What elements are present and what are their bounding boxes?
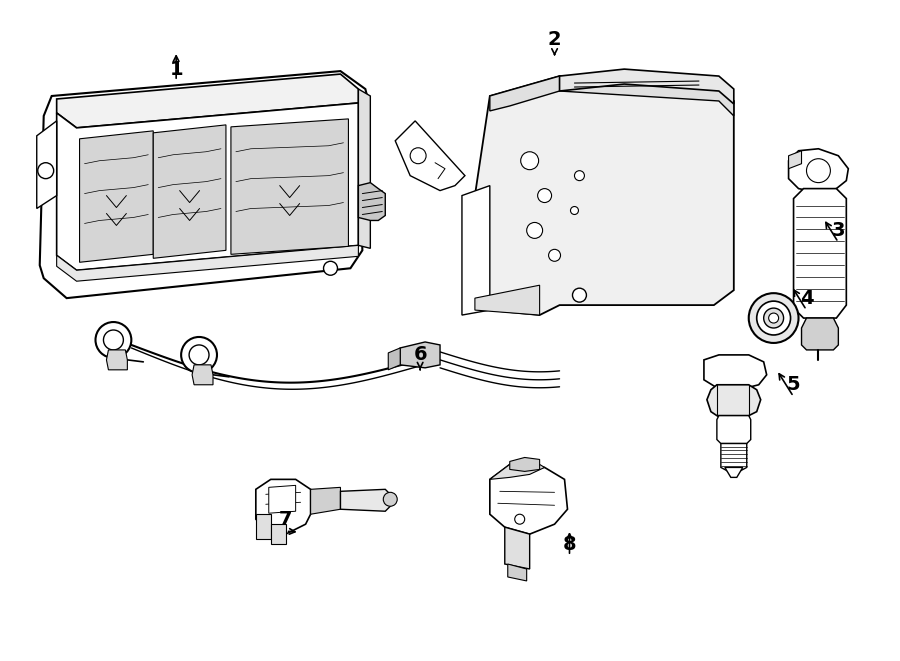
Text: 5: 5 — [787, 375, 800, 394]
Circle shape — [769, 313, 778, 323]
Polygon shape — [717, 416, 751, 444]
Polygon shape — [400, 342, 440, 368]
Polygon shape — [802, 318, 839, 350]
Polygon shape — [724, 467, 742, 477]
Circle shape — [189, 345, 209, 365]
Polygon shape — [560, 69, 733, 104]
Polygon shape — [490, 463, 544, 479]
Circle shape — [537, 188, 552, 202]
Circle shape — [806, 159, 831, 182]
Circle shape — [410, 148, 426, 164]
Polygon shape — [788, 149, 849, 192]
Text: 2: 2 — [548, 30, 562, 49]
Polygon shape — [475, 285, 540, 315]
Text: 6: 6 — [413, 346, 427, 364]
Circle shape — [38, 163, 54, 178]
Polygon shape — [269, 485, 296, 513]
Polygon shape — [358, 89, 370, 249]
Polygon shape — [388, 348, 400, 370]
Circle shape — [95, 322, 131, 358]
Text: 8: 8 — [562, 535, 576, 554]
Polygon shape — [508, 564, 526, 581]
Circle shape — [749, 293, 798, 343]
Polygon shape — [40, 71, 368, 298]
Circle shape — [526, 223, 543, 239]
Circle shape — [104, 330, 123, 350]
Polygon shape — [490, 465, 568, 534]
Polygon shape — [794, 188, 846, 318]
Circle shape — [383, 492, 397, 506]
Text: 7: 7 — [279, 510, 292, 529]
Polygon shape — [706, 385, 760, 416]
Polygon shape — [79, 131, 153, 262]
Polygon shape — [37, 121, 57, 208]
Circle shape — [521, 152, 538, 170]
Polygon shape — [256, 479, 310, 534]
Polygon shape — [153, 125, 226, 258]
Polygon shape — [475, 76, 734, 315]
Polygon shape — [721, 444, 747, 475]
Polygon shape — [310, 487, 340, 514]
Polygon shape — [704, 355, 767, 390]
Polygon shape — [256, 514, 271, 539]
Circle shape — [757, 301, 790, 335]
Circle shape — [574, 171, 584, 180]
Polygon shape — [395, 121, 465, 190]
Polygon shape — [57, 74, 358, 128]
Circle shape — [323, 261, 338, 275]
Polygon shape — [192, 365, 213, 385]
Circle shape — [571, 206, 579, 214]
Polygon shape — [106, 350, 128, 370]
Polygon shape — [788, 151, 802, 169]
Polygon shape — [231, 119, 348, 254]
Polygon shape — [271, 524, 285, 544]
Polygon shape — [490, 76, 734, 116]
Circle shape — [764, 308, 784, 328]
Polygon shape — [340, 489, 391, 511]
Text: 4: 4 — [800, 289, 814, 307]
Polygon shape — [358, 182, 385, 221]
Polygon shape — [57, 245, 358, 281]
Text: 1: 1 — [169, 59, 183, 79]
Circle shape — [515, 514, 525, 524]
Polygon shape — [462, 186, 490, 315]
Polygon shape — [509, 457, 540, 471]
Circle shape — [549, 249, 561, 261]
Circle shape — [181, 337, 217, 373]
Text: 3: 3 — [832, 221, 845, 240]
Polygon shape — [505, 527, 530, 569]
Circle shape — [572, 288, 587, 302]
Polygon shape — [57, 103, 358, 270]
